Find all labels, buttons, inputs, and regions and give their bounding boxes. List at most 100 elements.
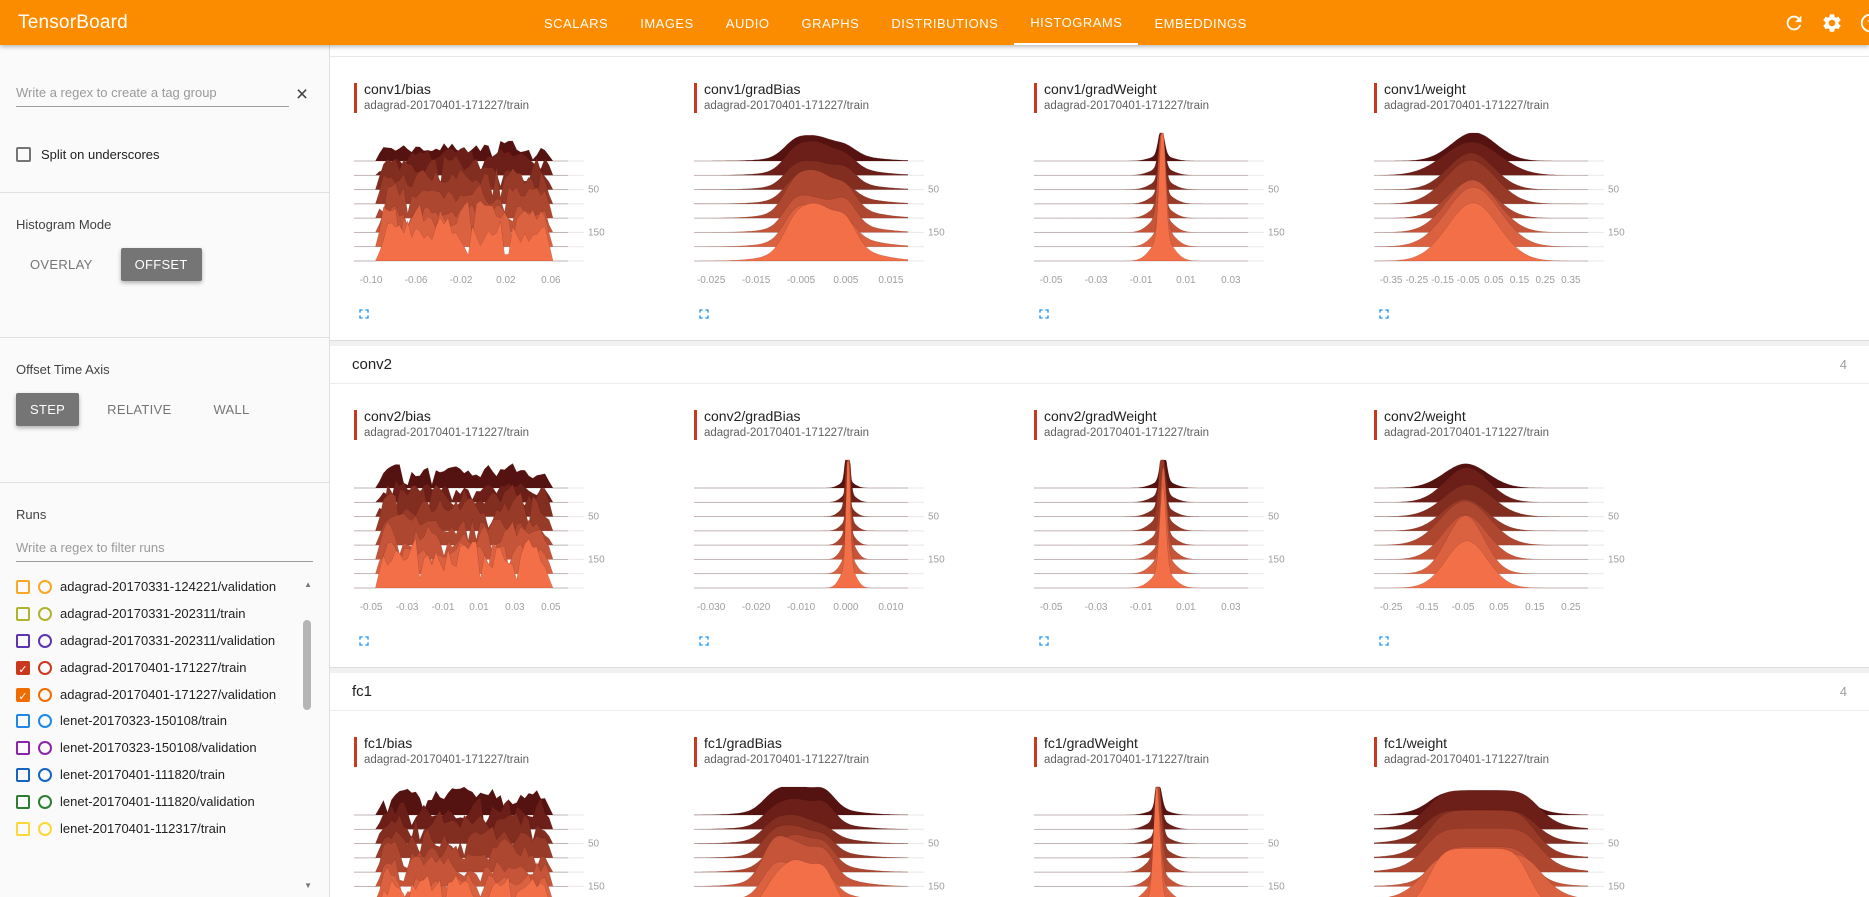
svg-text:150: 150 [1268,554,1285,565]
run-checkbox[interactable] [16,633,30,648]
card-title: fc1/gradWeight [1044,735,1138,751]
scroll-up-arrow[interactable]: ▲ [304,580,312,589]
histogram-chart[interactable]: 50 150 -0.10 -0.06 -0.02 0.02 0.06 [354,127,694,300]
refresh-icon[interactable] [1783,12,1805,34]
histogram-chart[interactable]: 50 150 -0.05 -0.03 -0.01 0.01 0.03 [1034,127,1374,300]
svg-text:-0.03: -0.03 [396,602,419,613]
scrollbar-thumb[interactable] [303,620,311,710]
run-color-circle[interactable] [38,580,52,594]
run-color-bar [1374,410,1377,440]
tab-graphs[interactable]: GRAPHS [801,16,860,31]
category-header[interactable]: fc1 4 [330,673,1869,711]
run-color-circle[interactable] [38,633,52,648]
run-checkbox[interactable]: ✓ [16,687,30,703]
tab-embeddings[interactable]: EMBEDDINGS [1154,16,1247,31]
expand-icon[interactable] [1036,633,1054,651]
svg-text:0.05: 0.05 [541,602,561,613]
histogram-chart[interactable]: 50 150 -0.35 -0.25 -0.15 -0.05 0.05 0.15 0.25 0.3… [1373,127,1714,300]
svg-text:-0.05: -0.05 [360,602,383,613]
axis-step-button[interactable]: STEP [16,393,80,426]
run-checkbox[interactable] [16,822,30,837]
card-run-label: adagrad-20170401-171227/train [1384,427,1549,439]
svg-text:150: 150 [588,554,605,565]
expand-icon[interactable] [1036,306,1054,324]
settings-icon[interactable] [1821,12,1843,34]
card-title: conv2/gradWeight [1044,408,1157,424]
expand-icon[interactable] [1376,633,1394,651]
clear-filter-icon[interactable]: × [295,82,309,106]
run-color-circle[interactable] [38,768,52,783]
run-color-circle[interactable] [38,687,52,702]
run-checkbox[interactable] [16,741,30,756]
svg-text:0.02: 0.02 [496,275,516,286]
histogram-chart[interactable]: 50 150 [354,781,694,897]
run-checkbox[interactable] [16,606,30,621]
histogram-chart[interactable]: 50 150 [1034,781,1374,897]
expand-icon[interactable] [696,306,714,324]
run-checkbox[interactable] [16,795,30,810]
tab-images[interactable]: IMAGES [640,16,694,31]
mode-overlay-button[interactable]: OVERLAY [16,248,107,281]
svg-text:0.25: 0.25 [1561,602,1581,613]
category-header[interactable]: conv2 4 [330,346,1869,384]
svg-text:-0.05: -0.05 [1452,602,1475,613]
tab-scalars[interactable]: SCALARS [544,16,609,31]
axis-relative-button[interactable]: RELATIVE [93,393,185,426]
expand-icon[interactable] [1376,306,1394,324]
histogram-chart[interactable]: 50 150 [693,781,1034,897]
card-title: conv1/bias [364,81,431,97]
histogram-chart[interactable]: 50 150 -0.030 -0.020 -0.010 0.000 0.010 [694,454,1034,627]
split-underscores-checkbox[interactable] [16,147,31,162]
run-color-bar [1034,83,1037,113]
scroll-down-arrow[interactable]: ▼ [304,881,312,890]
run-checkbox[interactable] [16,714,30,729]
histogram-card: conv1/gradWeight adagrad-20170401-171227/… [1034,81,1374,324]
run-color-bar [694,737,697,767]
card-title: fc1/bias [364,735,413,751]
expand-icon[interactable] [696,633,714,651]
help-icon[interactable]: ? [1859,12,1869,34]
run-checkbox[interactable] [16,580,30,594]
tab-audio[interactable]: AUDIO [725,16,770,31]
tab-histograms[interactable]: HISTOGRAMS [1014,0,1139,45]
run-label: adagrad-20170331-202311/train [60,605,246,621]
svg-text:-0.25: -0.25 [1380,602,1403,613]
histogram-chart[interactable]: 50 150 -0.25 -0.15 -0.05 0.05 0.15 0.25 [1373,454,1714,627]
histogram-chart[interactable]: 50 150 -0.05 -0.03 -0.01 0.01 0.03 [1034,454,1374,627]
mode-offset-button[interactable]: OFFSET [120,248,202,281]
divider [0,482,329,483]
run-color-circle[interactable] [38,741,52,756]
run-checkbox[interactable]: ✓ [16,660,30,676]
category-title: conv2 [352,356,393,373]
histogram-chart[interactable]: 50 150 -0.025 -0.015 -0.005 0.005 0.015 [693,127,1034,300]
card-run-label: adagrad-20170401-171227/train [1044,754,1209,766]
histogram-chart[interactable]: 50 150 [1373,781,1714,897]
run-item: ✓ adagrad-20170401-171227/train [16,655,297,682]
svg-text:-0.35: -0.35 [1380,275,1403,286]
divider [0,192,329,193]
svg-text:150: 150 [1608,881,1625,892]
tag-filter-input[interactable] [16,81,289,107]
run-color-bar [694,410,697,440]
histogram-chart[interactable]: 50 150 -0.05 -0.03 -0.01 0.01 0.03 0.05 [354,454,694,627]
run-color-circle[interactable] [38,795,52,810]
card-title: fc1/weight [1384,735,1448,751]
histogram-mode-title: Histogram Mode [16,217,112,232]
expand-icon[interactable] [356,633,374,651]
run-color-circle[interactable] [38,606,52,621]
run-checkbox[interactable] [16,768,30,783]
offset-time-axis-title: Offset Time Axis [16,362,110,377]
tab-distributions[interactable]: DISTRIBUTIONS [891,16,999,31]
run-color-circle[interactable] [38,822,52,837]
runs-filter-input[interactable] [16,536,313,562]
run-color-bar [694,83,697,113]
expand-icon[interactable] [356,306,374,324]
axis-wall-button[interactable]: WALL [199,393,263,426]
run-color-circle[interactable] [38,714,52,729]
svg-text:50: 50 [588,512,600,523]
svg-text:0.03: 0.03 [505,602,525,613]
run-color-circle[interactable] [38,660,52,675]
app-header: TensorBoard SCALARS IMAGES AUDIO GRAPHS DIST… [0,0,1869,45]
category-conv2: conv2 4 conv2/bias adagrad-20170401-171227/… [330,346,1869,668]
